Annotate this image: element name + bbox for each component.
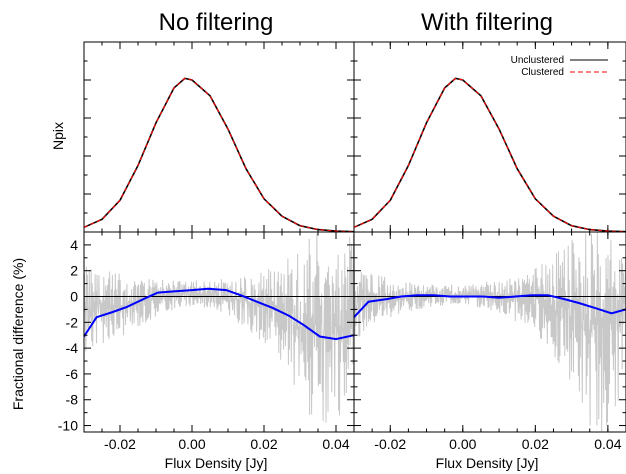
bottom-right-binned-series — [353, 294, 626, 318]
title-no-filtering: No filtering — [159, 9, 274, 36]
bottom-left-xtick-label: 0.00 — [178, 436, 205, 452]
bottom-left-xtick-label: 0.02 — [250, 436, 277, 452]
bottom-left-noise — [83, 233, 355, 423]
ylabel-fractional-difference: Fractional difference (%) — [10, 258, 26, 410]
bottom-left-ytick-label: 0 — [70, 289, 78, 305]
bottom-right-xtick-label: 0.02 — [522, 436, 549, 452]
bottom-right-xtick-label: 0.04 — [594, 436, 621, 452]
bottom-left-ytick-label: 2 — [70, 263, 78, 279]
top-right-series-clustered — [353, 77, 626, 233]
legend: Unclustered Clustered — [511, 55, 608, 78]
top-left-series-unclustered — [83, 77, 355, 233]
plot-layer: 4 2 0 -2 -4 -6 -8 -10 -0.02 0.00 0.02 0.04 -0.02 0.00… — [58, 41, 626, 452]
bottom-left-xtick-label: 0.04 — [322, 436, 349, 452]
title-with-filtering: With filtering — [421, 9, 553, 36]
top-left-frame — [83, 41, 355, 233]
bottom-left-binned-series — [83, 287, 355, 341]
bottom-right-frame — [353, 231, 626, 433]
ylabel-npix: Npix — [50, 122, 66, 150]
legend-label-unclustered: Unclustered — [511, 55, 564, 66]
legend-label-clustered: Clustered — [521, 67, 564, 78]
bottom-right-xtick-label: 0.00 — [449, 436, 476, 452]
bottom-left-xtick-label: -0.02 — [104, 436, 136, 452]
xlabel-left: Flux Density [Jy] — [165, 455, 268, 471]
bottom-left-ytick-label: -10 — [58, 418, 78, 434]
bottom-right-noise — [353, 232, 626, 432]
bottom-left-ytick-label: -6 — [66, 366, 79, 382]
bottom-left-ytick-label: -2 — [66, 314, 79, 330]
xlabel-right: Flux Density [Jy] — [436, 455, 539, 471]
top-right-series-unclustered — [353, 77, 626, 233]
bottom-left-ytick-label: -4 — [66, 340, 79, 356]
top-left-series-clustered — [83, 77, 355, 233]
bottom-left-ytick-label: -8 — [66, 392, 79, 408]
top-right-frame — [353, 41, 626, 233]
bottom-left-ytick-label: 4 — [70, 237, 78, 253]
bottom-right-xtick-label: -0.02 — [374, 436, 406, 452]
